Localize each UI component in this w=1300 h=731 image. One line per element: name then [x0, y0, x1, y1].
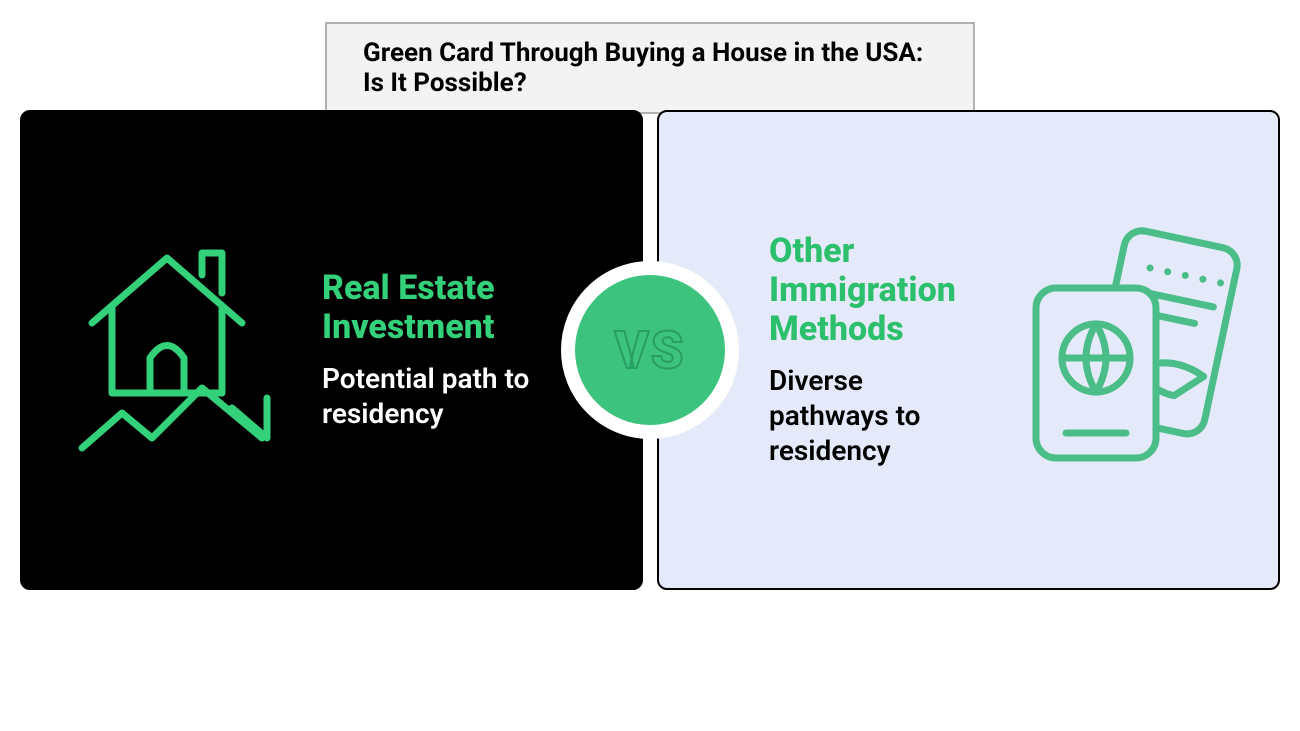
right-panel-content: Other Immigration Methods Diverse pathwa… [659, 218, 1278, 482]
right-subtext: Diverse pathways to residency [769, 363, 988, 468]
vs-badge: VS [561, 261, 739, 439]
right-panel: Other Immigration Methods Diverse pathwa… [657, 110, 1280, 590]
left-heading: Real Estate Investment [322, 269, 531, 347]
house-growth-icon [72, 223, 282, 477]
vs-label: VS [615, 320, 686, 381]
left-text-block: Real Estate Investment Potential path to… [322, 269, 531, 431]
right-heading: Other Immigration Methods [769, 232, 988, 349]
right-text-block: Other Immigration Methods Diverse pathwa… [769, 232, 988, 468]
passport-ticket-icon [1008, 218, 1248, 482]
left-subtext: Potential path to residency [322, 361, 531, 431]
left-panel: Real Estate Investment Potential path to… [20, 110, 643, 590]
page-title: Green Card Through Buying a House in the… [325, 22, 975, 114]
left-panel-content: Real Estate Investment Potential path to… [22, 223, 641, 477]
